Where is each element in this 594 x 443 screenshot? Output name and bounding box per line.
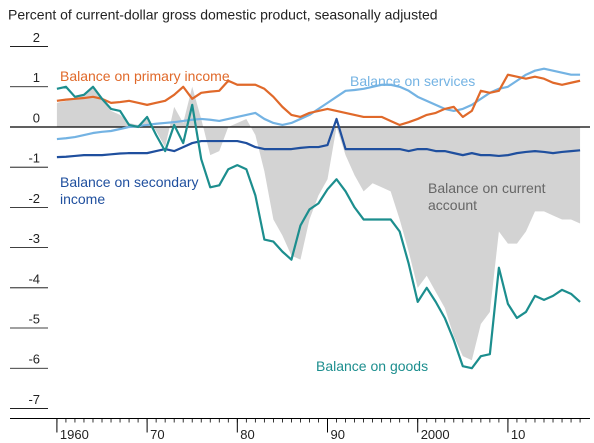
line (56, 73, 581, 127)
y-tick-label: 2 (33, 30, 40, 45)
x-tick-label: 1960 (60, 427, 89, 442)
x-tick-label: 2000 (421, 427, 450, 442)
x-tick-label: 90 (331, 427, 345, 442)
y-tick-label: -5 (28, 311, 40, 326)
y-tick-label: -6 (28, 352, 40, 367)
y-tick-label: 0 (33, 110, 40, 125)
y-tick-label: -7 (28, 392, 40, 407)
chart-title: Percent of current-dollar gross domestic… (8, 7, 438, 23)
y-tick-label: -1 (28, 151, 40, 166)
series-label: Balance on goods (316, 358, 429, 374)
series-label: Balance on services (350, 73, 476, 89)
y-tick-label: -3 (28, 231, 40, 246)
y-tick-label: 1 (33, 70, 40, 85)
x-tick-label: 10 (511, 427, 525, 442)
x-tick-label: 80 (240, 427, 254, 442)
line (56, 117, 581, 159)
area (56, 86, 581, 361)
y-tick-label: -2 (28, 191, 40, 206)
series-label: Balance on secondary income (60, 174, 199, 207)
series-label: Balance on primary income (60, 68, 230, 84)
series-label: Balance on current account (428, 180, 546, 213)
y-tick-label: -4 (28, 271, 40, 286)
line (56, 85, 581, 370)
x-tick-label: 70 (150, 427, 164, 442)
